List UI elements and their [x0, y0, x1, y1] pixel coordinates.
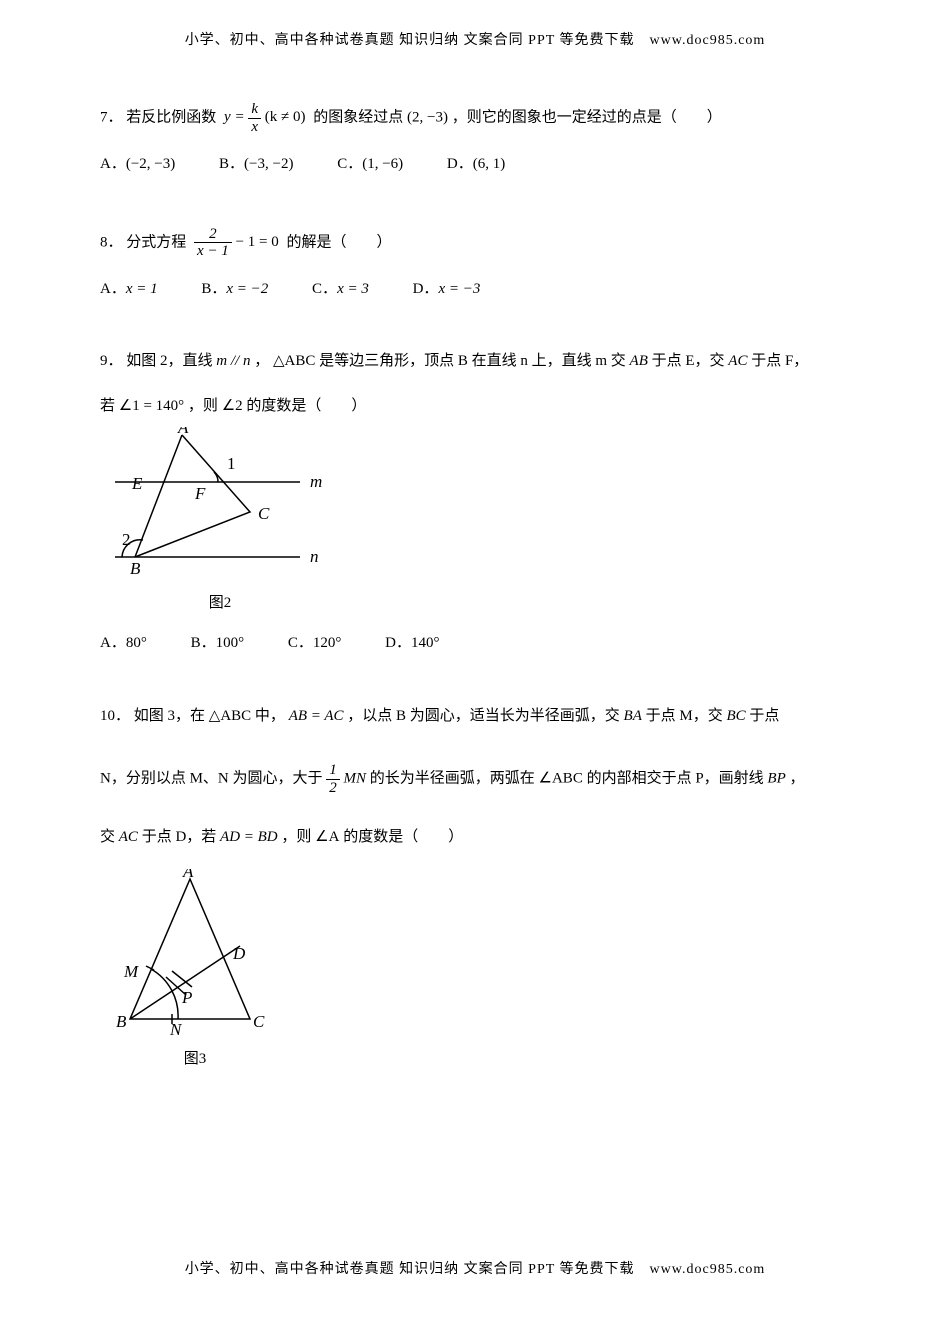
q7-number: 7． [100, 109, 123, 125]
q8-option-d[interactable]: D．x = −3 [413, 278, 481, 301]
q7-point: (2, −3) [407, 109, 448, 125]
q8-option-a[interactable]: A．x = 1 [100, 278, 158, 301]
svg-text:C: C [258, 504, 270, 523]
q7-option-a[interactable]: A．(−2, −3) [100, 153, 175, 176]
q8-option-b[interactable]: B．x = −2 [201, 278, 268, 301]
question-10: 10． 如图 3，在 △ABC 中， AB = AC ，以点 B 为圆心，适当长… [100, 705, 850, 1071]
page-header: 小学、初中、高中各种试卷真题 知识归纳 文案合同 PPT 等免费下载 www.d… [100, 30, 850, 51]
figure-2: A E F C B m n 1 2 [110, 427, 330, 582]
svg-text:1: 1 [227, 454, 236, 473]
svg-text:E: E [131, 474, 143, 493]
q10-number: 10． [100, 708, 130, 724]
q7-function: y = kx (k ≠ 0) [224, 109, 309, 125]
q7-option-c[interactable]: C．(1, −6) [337, 153, 403, 176]
svg-text:m: m [310, 472, 322, 491]
svg-text:F: F [194, 484, 206, 503]
q8-equation: 2x − 1 − 1 = 0 [194, 234, 282, 250]
q7-text-suffix: ，则它的图象也一定经过的点是（ ） [452, 109, 722, 125]
question-9: 9． 如图 2，直线 m // n ， △ABC 是等边三角形，顶点 B 在直线… [100, 350, 850, 655]
svg-text:A: A [177, 427, 189, 437]
svg-text:n: n [310, 547, 319, 566]
q9-option-d[interactable]: D．140° [385, 632, 439, 655]
svg-text:B: B [130, 559, 141, 578]
q7-text-prefix: 若反比例函数 [126, 109, 216, 125]
figure-3: A B C M N D P [110, 869, 280, 1039]
q9-option-a[interactable]: A．80° [100, 632, 147, 655]
q9-option-c[interactable]: C．120° [288, 632, 342, 655]
q9-option-b[interactable]: B．100° [191, 632, 245, 655]
q7-text-mid: 的图象经过点 [313, 109, 403, 125]
svg-text:2: 2 [122, 530, 131, 549]
svg-text:P: P [181, 988, 192, 1007]
q8-text-suffix: 的解是（ ） [286, 234, 391, 250]
svg-text:A: A [182, 869, 194, 881]
q8-number: 8． [100, 234, 123, 250]
question-8: 8． 分式方程 2x − 1 − 1 = 0 的解是（ ） A．x = 1 B．… [100, 226, 850, 301]
page-footer: 小学、初中、高中各种试卷真题 知识归纳 文案合同 PPT 等免费下载 www.d… [0, 1259, 950, 1280]
q8-option-c[interactable]: C．x = 3 [312, 278, 369, 301]
svg-text:N: N [169, 1020, 183, 1039]
figure-3-caption: 图3 [110, 1048, 280, 1071]
figure-2-caption: 图2 [110, 592, 330, 615]
q7-option-d[interactable]: D．(6, 1) [447, 153, 505, 176]
q8-text-prefix: 分式方程 [126, 234, 186, 250]
svg-text:B: B [116, 1012, 127, 1031]
svg-text:M: M [123, 962, 139, 981]
q7-option-b[interactable]: B．(−3, −2) [219, 153, 293, 176]
svg-text:D: D [232, 944, 246, 963]
q9-number: 9． [100, 353, 123, 369]
svg-text:C: C [253, 1012, 265, 1031]
question-7: 7． 若反比例函数 y = kx (k ≠ 0) 的图象经过点 (2, −3) … [100, 101, 850, 176]
